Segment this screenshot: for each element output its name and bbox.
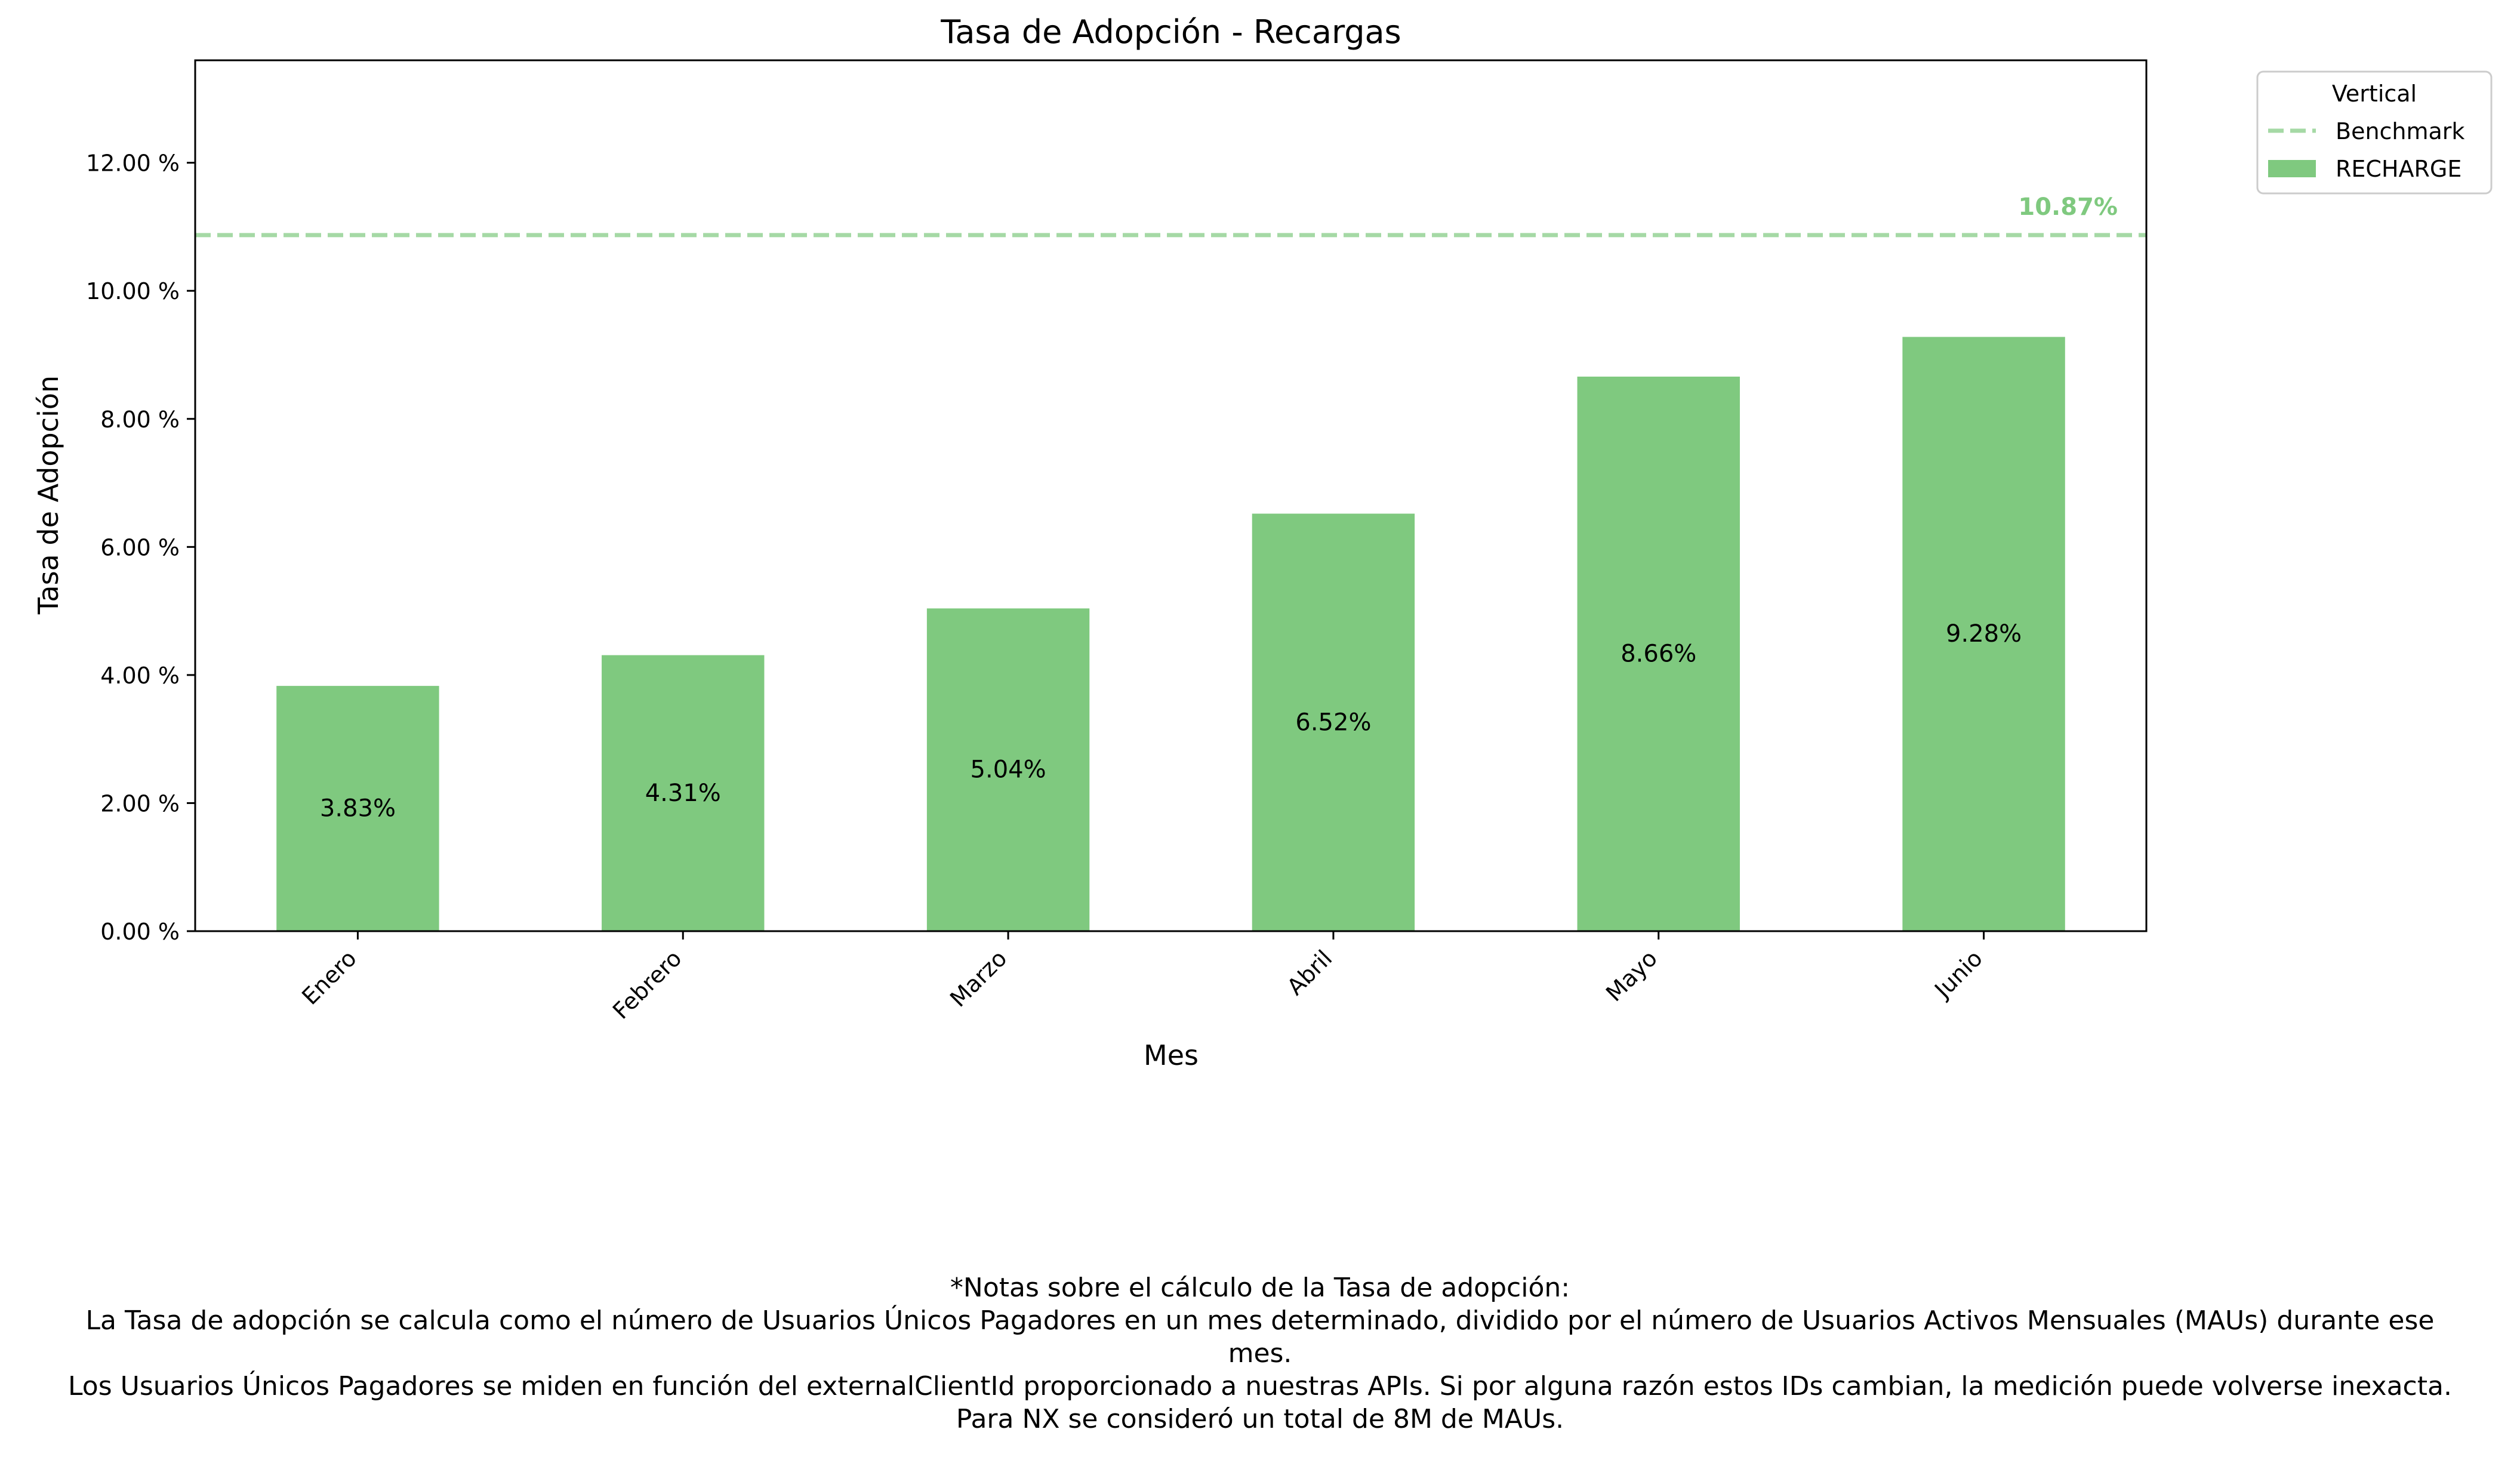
- bar-marzo: [926, 608, 1090, 931]
- y-tick-label: 0.00 %: [100, 919, 180, 945]
- legend-title: Vertical: [2332, 81, 2417, 107]
- x-tick-label: Marzo: [945, 945, 1012, 1012]
- notes-heading: *Notas sobre el cálculo de la Tasa de ad…: [950, 1273, 1570, 1303]
- x-tick-label: Enero: [297, 945, 362, 1010]
- legend: Vertical Benchmark RECHARGE: [2256, 70, 2493, 195]
- x-tick-label: Mayo: [1601, 945, 1662, 1006]
- data-label: 8.66%: [1621, 640, 1696, 667]
- notes-line-1: La Tasa de adopción se calcula como el n…: [85, 1305, 2435, 1336]
- bar-enero: [276, 686, 439, 931]
- data-label: 6.52%: [1295, 709, 1371, 736]
- notes-line-3: Para NX se consideró un total de 8M de M…: [956, 1404, 1564, 1434]
- bar-abril: [1252, 513, 1415, 931]
- legend-benchmark-label: Benchmark: [2336, 118, 2464, 144]
- notes-line-2: Los Usuarios Únicos Pagadores se miden e…: [68, 1371, 2452, 1402]
- calculation-notes: *Notas sobre el cálculo de la Tasa de ad…: [0, 1271, 2520, 1436]
- y-tick-label: 8.00 %: [100, 406, 180, 433]
- bar-junio: [1902, 337, 2065, 931]
- bar-febrero: [602, 655, 765, 931]
- y-tick-label: 12.00 %: [86, 150, 180, 177]
- data-label: 4.31%: [645, 780, 721, 807]
- y-tick-label: 2.00 %: [100, 790, 180, 817]
- y-tick-label: 6.00 %: [100, 534, 180, 560]
- y-tick-label: 10.00 %: [86, 278, 180, 304]
- x-tick-label: Junio: [1929, 945, 1988, 1003]
- data-label: 3.83%: [320, 795, 396, 823]
- x-axis-label: Mes: [1144, 1039, 1199, 1071]
- benchmark-label: 10.87%: [2018, 193, 2118, 221]
- plot-frame: [194, 59, 2148, 932]
- data-label: 5.04%: [971, 756, 1046, 784]
- y-axis-label: Tasa de Adopción: [32, 375, 64, 615]
- notes-line-1-continued: mes.: [1228, 1338, 1292, 1369]
- y-tick-label: 4.00 %: [100, 663, 180, 689]
- bar-mayo: [1577, 376, 1740, 931]
- data-label: 9.28%: [1946, 620, 2022, 648]
- x-tick-label: Febrero: [608, 945, 687, 1024]
- adoption-rate-chart: Tasa de Adopción - Recargas Tasa de Adop…: [32, 13, 2493, 1071]
- legend-recharge-label: RECHARGE: [2336, 156, 2462, 182]
- x-tick-label: Abril: [1282, 945, 1338, 1000]
- legend-recharge-swatch: [2268, 160, 2316, 177]
- chart-title: Tasa de Adopción - Recargas: [940, 13, 1401, 51]
